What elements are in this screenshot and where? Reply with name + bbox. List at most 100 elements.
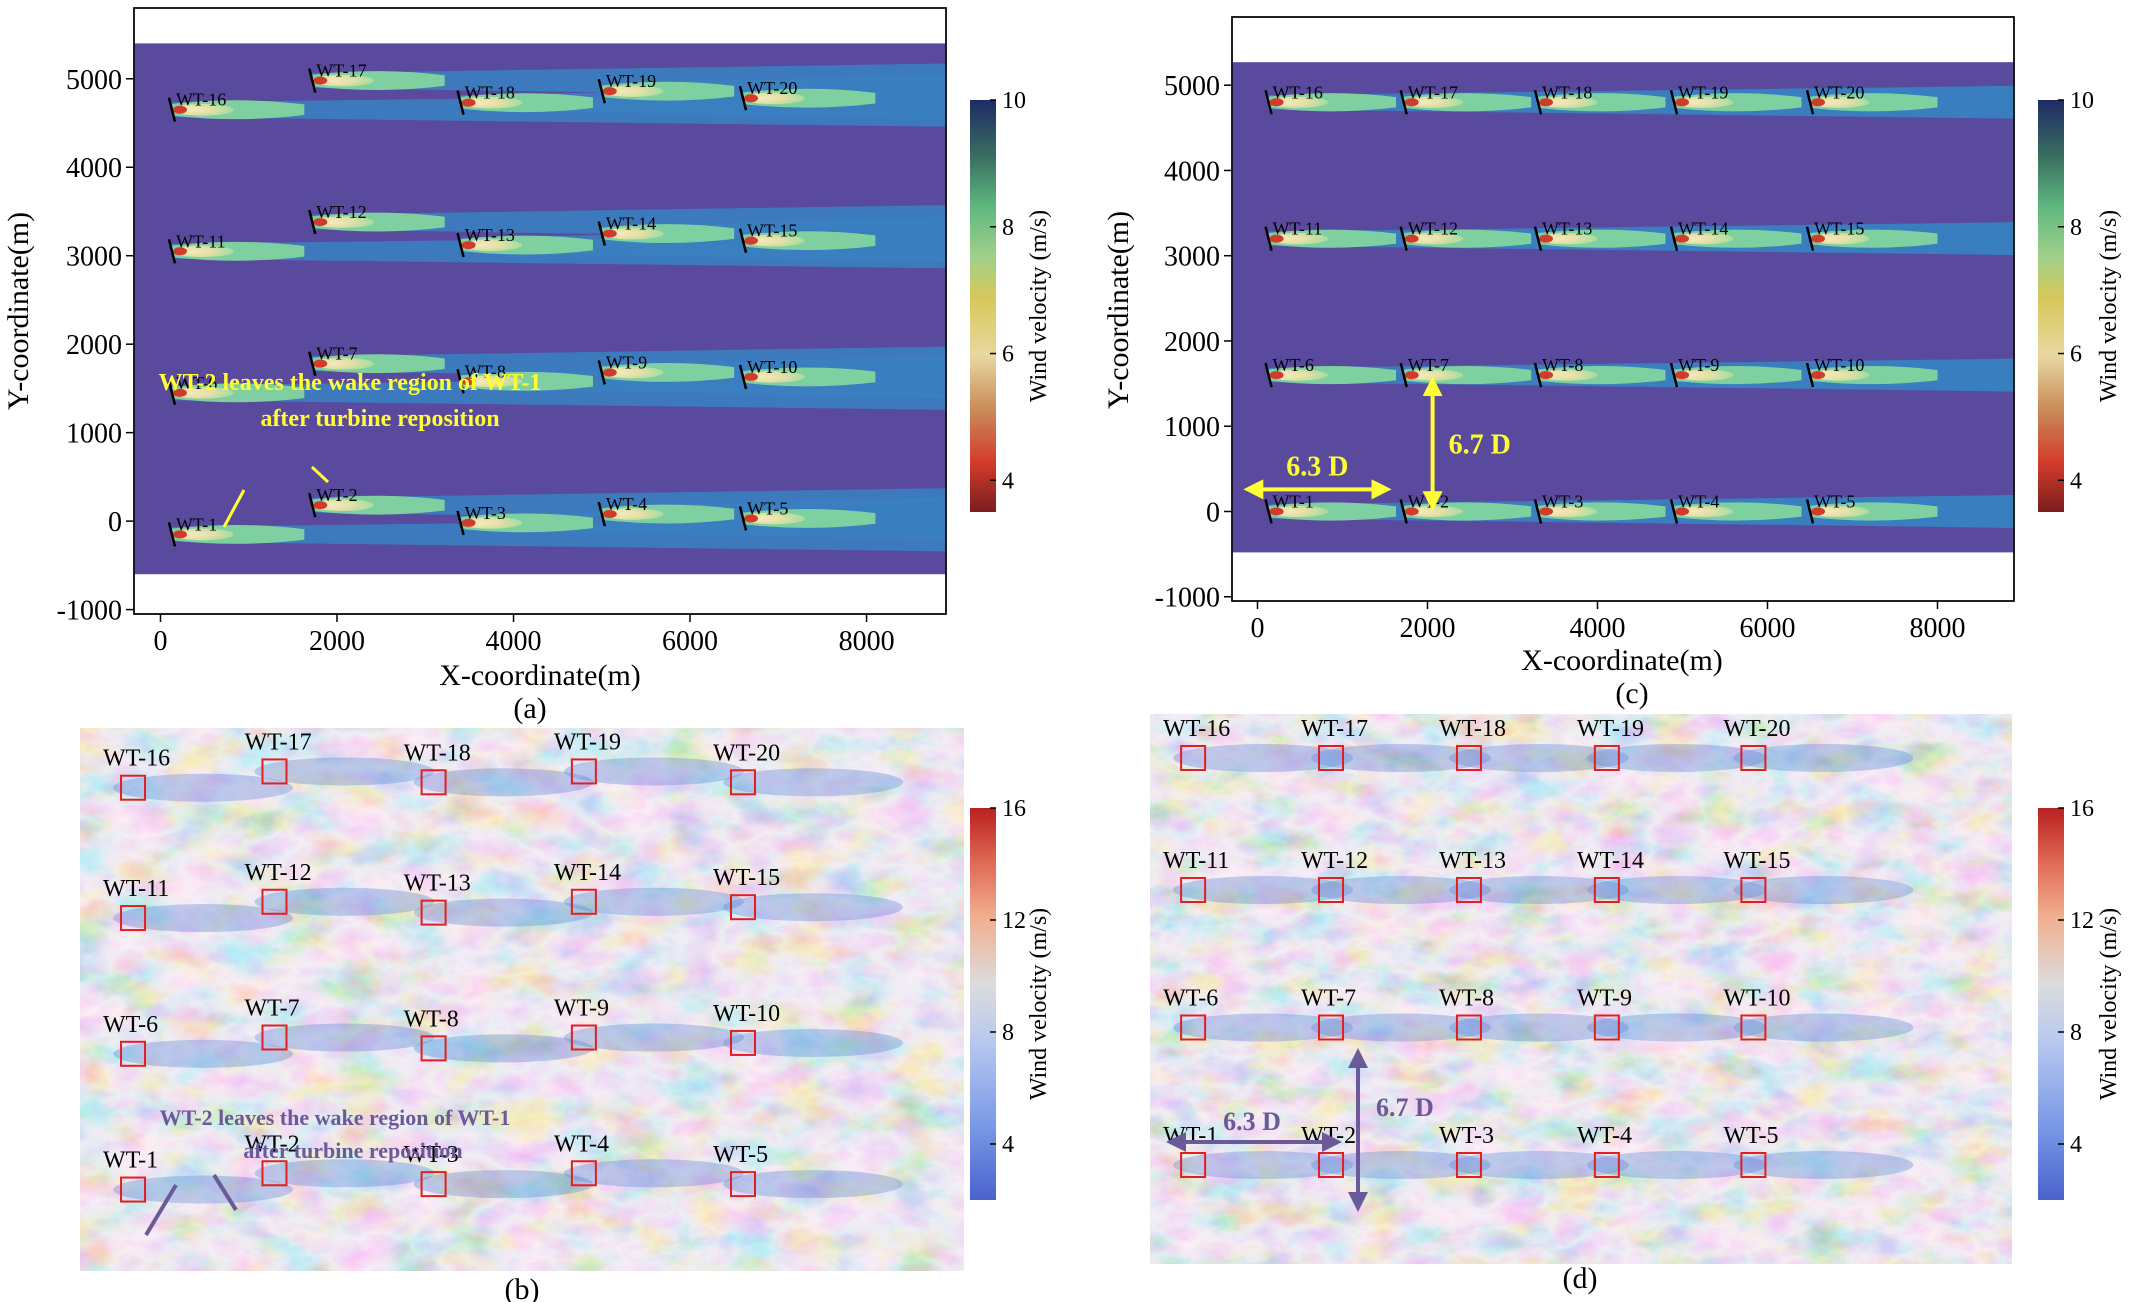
x-axis-label: X-coordinate(m) bbox=[439, 659, 641, 692]
wake-streak bbox=[563, 1159, 744, 1188]
turbine-label: WT-2 bbox=[244, 1131, 299, 1157]
turbine-label: WT-16 bbox=[1163, 716, 1230, 742]
turbine-rotor bbox=[1399, 226, 1408, 251]
dimension-label: 6.7 D bbox=[1376, 1093, 1434, 1122]
wake-deficit bbox=[461, 241, 476, 250]
turbine-box bbox=[730, 769, 756, 796]
turbine-rotor bbox=[456, 232, 465, 258]
turbine-label: WT-15 bbox=[747, 221, 797, 241]
wake-core bbox=[1538, 96, 1598, 108]
turbine-rotor bbox=[1399, 89, 1408, 115]
turbine-box bbox=[261, 1024, 288, 1051]
turbine-rotor bbox=[308, 68, 317, 93]
wake-core bbox=[601, 227, 664, 240]
turbine-box bbox=[1318, 877, 1345, 903]
background-field bbox=[1232, 62, 2014, 553]
wake-streak bbox=[413, 1034, 594, 1063]
wake-core bbox=[1810, 369, 1870, 381]
turbine-box bbox=[1740, 745, 1767, 771]
colorbar-label: Wind velocity (m/s) bbox=[2096, 210, 2122, 402]
wake-deficit bbox=[172, 247, 187, 256]
turbine-rotor bbox=[597, 501, 606, 527]
turbine-label: WT-2 bbox=[316, 485, 357, 505]
wake-deficit bbox=[1269, 371, 1284, 380]
y-tick-label: 1000 bbox=[66, 419, 122, 450]
turbine-label: WT-15 bbox=[1814, 219, 1864, 239]
wake-deficit bbox=[1539, 98, 1553, 107]
wake-core bbox=[171, 386, 234, 399]
turbine-label: WT-9 bbox=[554, 996, 609, 1022]
x-tick-label: 6000 bbox=[1740, 613, 1796, 644]
turbine-box bbox=[1180, 1014, 1207, 1041]
turbine-label: WT-15 bbox=[713, 865, 780, 891]
wake-streak bbox=[254, 887, 435, 916]
turbine-box bbox=[120, 1040, 147, 1067]
turbine-rotor bbox=[456, 90, 465, 115]
y-tick-label: 5000 bbox=[66, 65, 122, 96]
turbine-label: WT-18 bbox=[1439, 716, 1506, 742]
turbine-label: WT-5 bbox=[1814, 491, 1855, 511]
wake-core bbox=[171, 528, 234, 541]
wake-deficit bbox=[1811, 234, 1825, 243]
turbine-box bbox=[1318, 1014, 1345, 1041]
wake-deficit bbox=[744, 236, 758, 245]
turbine-label: WT-12 bbox=[316, 202, 366, 222]
wake-core bbox=[1403, 369, 1464, 381]
turbine-rotor bbox=[308, 351, 317, 376]
turbine-label: WT-9 bbox=[1577, 986, 1632, 1012]
turbine-rotor bbox=[456, 369, 465, 394]
turbine-label: WT-14 bbox=[606, 214, 656, 234]
turbine-box bbox=[1593, 877, 1620, 903]
wake-core bbox=[1538, 369, 1598, 381]
turbine-label: WT-2 bbox=[1301, 1123, 1356, 1149]
wake-deficit bbox=[1404, 371, 1419, 380]
wake-core bbox=[743, 371, 805, 383]
wake-core bbox=[1403, 96, 1464, 108]
wake-deficit bbox=[1539, 234, 1553, 243]
turbine-label: WT-2 bbox=[1408, 491, 1449, 511]
turbine-label: WT-9 bbox=[1678, 355, 1719, 375]
wake-core bbox=[312, 499, 375, 512]
turbine-label: WT-10 bbox=[747, 357, 797, 377]
colorbar: 4 8 12 16 Wind velocity (m/s) bbox=[2038, 796, 2122, 1200]
wake-streak bbox=[723, 1028, 903, 1057]
turbine-box bbox=[261, 758, 288, 785]
wake-core bbox=[1810, 96, 1870, 108]
wake-streak bbox=[723, 768, 903, 797]
turbine-rotor bbox=[1669, 226, 1679, 251]
wake-streak bbox=[113, 1039, 294, 1068]
x-tick-label: 4000 bbox=[486, 626, 542, 657]
turbine-box bbox=[420, 1035, 447, 1062]
y-axis-label: Y-coordinate(m) bbox=[1102, 211, 1135, 409]
axes: 0 2000 4000 6000 8000 -1000 0 1000 2000 3000 4000 5… bbox=[57, 7, 947, 657]
dimension-label: 6.7 D bbox=[1449, 430, 1511, 461]
wake-streak bbox=[723, 893, 903, 922]
turbine-box bbox=[261, 1160, 288, 1187]
turbine-label: WT-15 bbox=[1723, 848, 1790, 874]
turbine-box bbox=[1740, 1014, 1767, 1041]
plot-border bbox=[133, 7, 947, 615]
annotation-text: after turbine reposition bbox=[243, 1138, 462, 1163]
wake-core bbox=[601, 508, 664, 520]
turbine-rotor bbox=[308, 209, 317, 235]
turbine-label: WT-6 bbox=[103, 1012, 158, 1038]
turbine-box bbox=[1180, 1152, 1207, 1178]
wake-core bbox=[171, 103, 234, 116]
turbine-label: WT-11 bbox=[1273, 219, 1323, 239]
turbine-box bbox=[420, 769, 447, 796]
turbine-label: WT-13 bbox=[404, 871, 471, 897]
wake-core bbox=[1268, 96, 1329, 108]
turbine-rotor bbox=[1669, 499, 1679, 524]
wake-deficit bbox=[1675, 234, 1689, 243]
turbine-label: WT-11 bbox=[176, 231, 226, 251]
wake-deficit bbox=[1811, 507, 1825, 516]
wake-core bbox=[1403, 505, 1464, 518]
colorbar-tick-label: 8 bbox=[1002, 215, 1014, 241]
wake-deficit bbox=[744, 94, 758, 103]
turbine-rotor bbox=[738, 364, 748, 390]
wake-core bbox=[1268, 369, 1329, 381]
panel-label: (c) bbox=[1615, 677, 1648, 710]
colorbar-tick-label: 4 bbox=[1002, 468, 1014, 494]
turbine-overlay: WT-1 WT-2 WT-3 WT-4 WT-5 WT-6 WT-7 WT-8 WT-9 WT-1… bbox=[103, 729, 903, 1237]
